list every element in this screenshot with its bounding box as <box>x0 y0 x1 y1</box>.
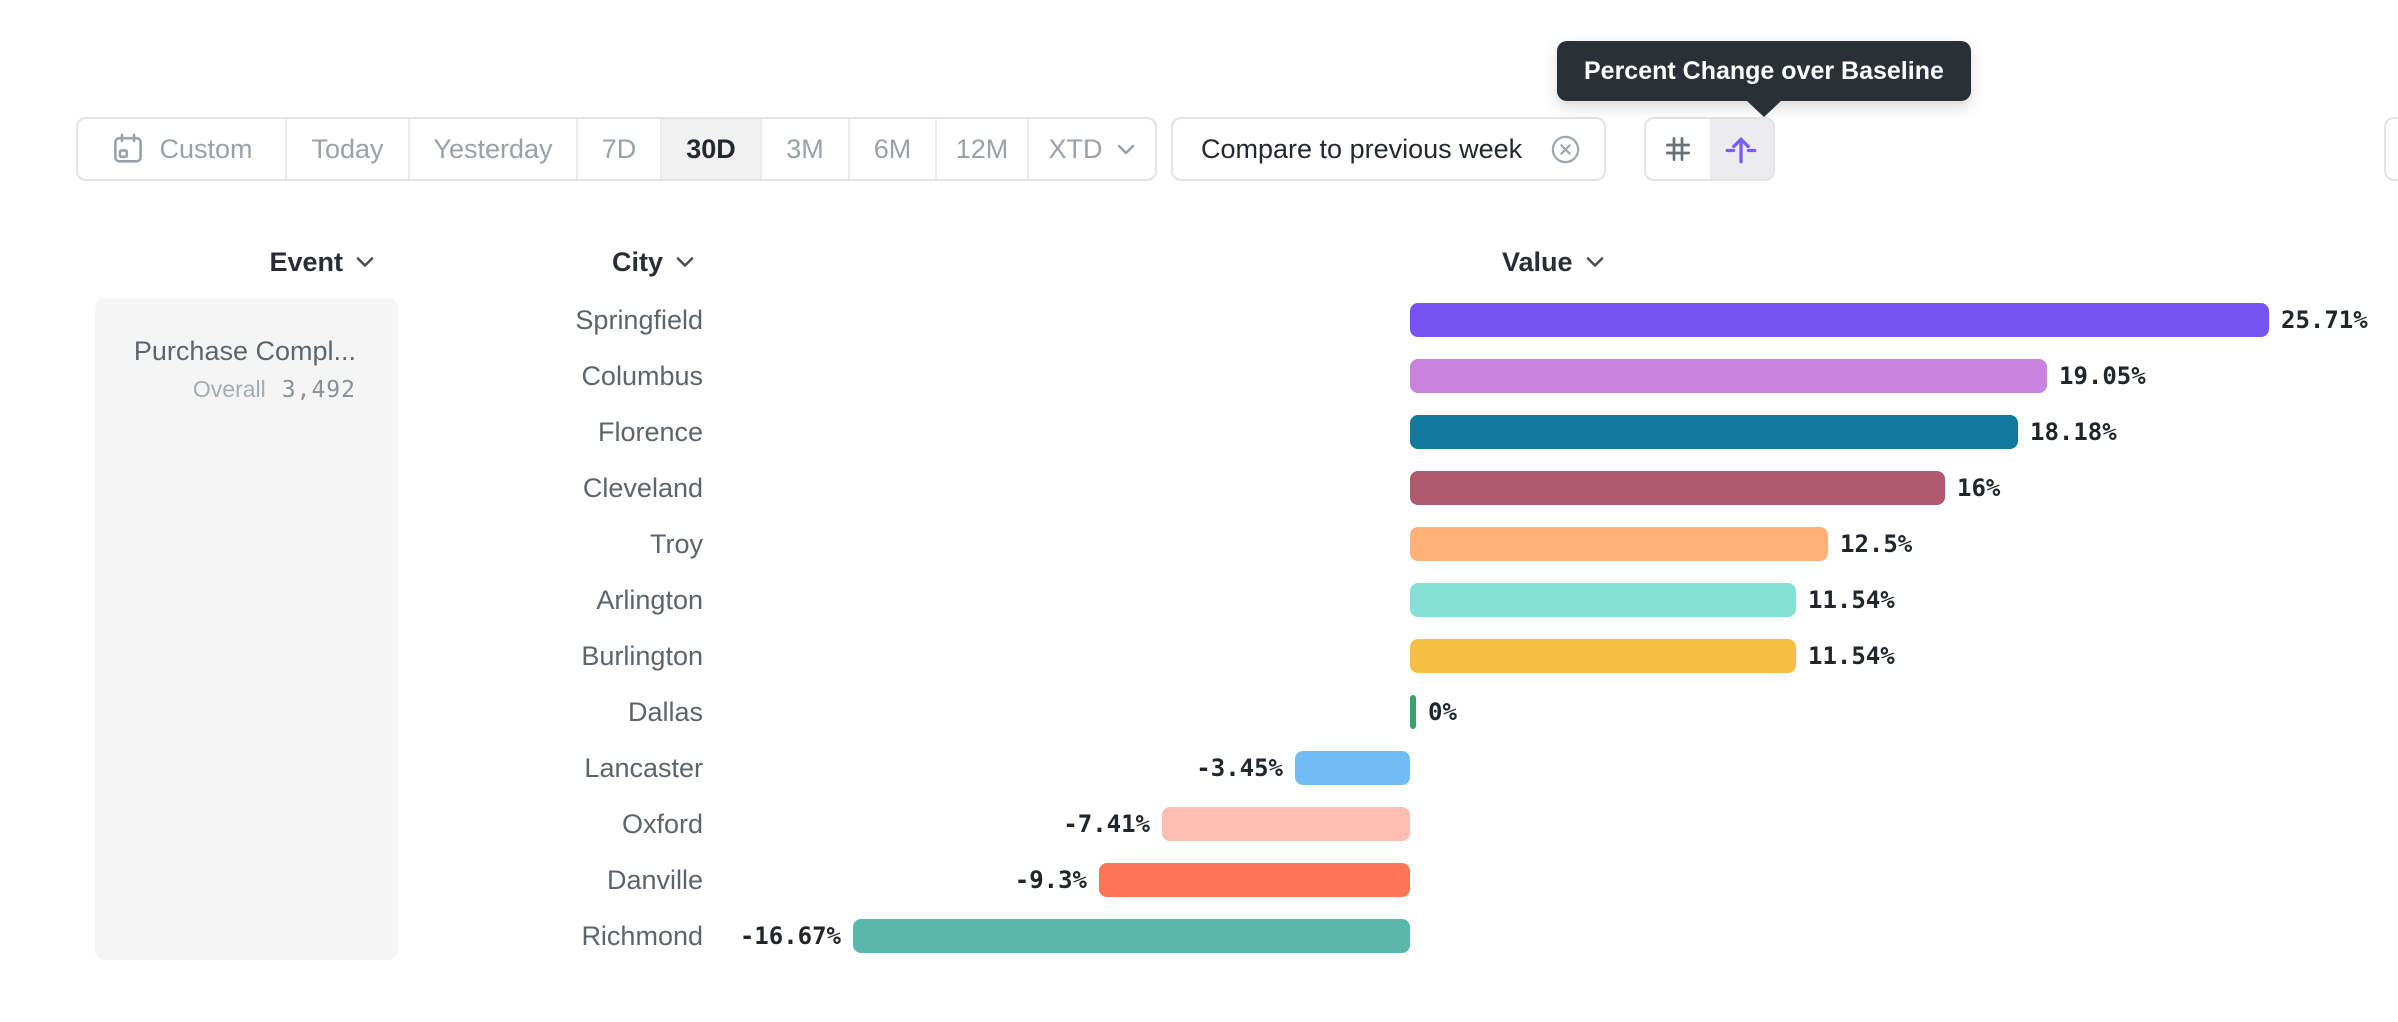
date-range-yesterday[interactable]: Yesterday <box>408 119 576 179</box>
bar-springfield[interactable] <box>1410 303 2269 337</box>
compare-chip-label: Compare to previous week <box>1201 133 1523 164</box>
column-header-label: Value <box>1502 246 1573 277</box>
date-range-3m[interactable]: 3M <box>760 119 848 179</box>
value-label: 0% <box>1428 698 1457 726</box>
date-range-label: XTD <box>1048 133 1103 164</box>
bar-oxford[interactable] <box>1162 807 1410 841</box>
date-range-custom[interactable]: Custom <box>78 119 285 179</box>
event-card-purchase-completed[interactable]: Purchase Compl... Overall 3,492 <box>95 298 398 960</box>
tooltip-text: Percent Change over Baseline <box>1584 56 1944 85</box>
city-label: Burlington <box>581 641 703 671</box>
bar-arlington[interactable] <box>1410 583 1796 617</box>
column-header-city[interactable]: City <box>450 240 695 284</box>
chart-view-toggle <box>1644 117 1775 181</box>
bar-dallas[interactable] <box>1410 695 1416 729</box>
column-header-event[interactable]: Event <box>95 240 375 284</box>
toggle-percent-change-baseline[interactable] <box>1709 119 1773 179</box>
bar-lancaster[interactable] <box>1295 751 1410 785</box>
column-header-label: City <box>611 246 663 277</box>
city-label: Lancaster <box>584 753 703 783</box>
chevron-down-icon <box>355 255 375 269</box>
value-label: -9.3% <box>1014 866 1087 894</box>
bar-burlington[interactable] <box>1410 639 1796 673</box>
value-label: 18.18% <box>2030 418 2117 446</box>
city-label: Florence <box>597 417 703 447</box>
value-label: -3.45% <box>1196 754 1283 782</box>
bar-florence[interactable] <box>1410 415 2018 449</box>
date-range-label: 6M <box>873 133 912 164</box>
column-header-label: Event <box>269 246 343 277</box>
date-range-label: 3M <box>786 133 824 164</box>
grid-icon <box>1662 133 1694 165</box>
tooltip-percent-change-over-baseline: Percent Change over Baseline <box>1557 41 1971 101</box>
date-range-label: 30D <box>686 133 736 164</box>
value-label: -7.41% <box>1063 810 1150 838</box>
chevron-down-icon <box>1585 255 1605 269</box>
city-label: Springfield <box>575 305 703 335</box>
value-label: 25.71% <box>2281 306 2368 334</box>
value-label: 19.05% <box>2059 362 2146 390</box>
event-name: Purchase Compl... <box>133 336 356 366</box>
baseline-arrow-icon <box>1723 131 1759 167</box>
date-range-12m[interactable]: 12M <box>935 119 1027 179</box>
bar-richmond[interactable] <box>853 919 1410 953</box>
calendar-icon <box>110 131 146 167</box>
bar-cleveland[interactable] <box>1410 471 1945 505</box>
value-label: -16.67% <box>739 922 841 950</box>
city-label: Dallas <box>627 697 703 727</box>
date-range-30d[interactable]: 30D <box>660 119 760 179</box>
compare-chip[interactable]: Compare to previous week <box>1171 117 1606 181</box>
date-range-picker: Custom Today Yesterday 7D 30D 3M 6M 12M … <box>76 117 1157 181</box>
circle-x-icon[interactable] <box>1549 133 1582 166</box>
date-range-label: Today <box>311 133 384 164</box>
value-label: 11.54% <box>1808 642 1895 670</box>
event-overall-row: Overall 3,492 <box>134 376 356 403</box>
column-header-value[interactable]: Value <box>1502 240 1605 284</box>
date-range-6m[interactable]: 6M <box>848 119 935 179</box>
value-label: 11.54% <box>1808 586 1895 614</box>
bar-columbus[interactable] <box>1410 359 2047 393</box>
chevron-down-icon <box>675 255 695 269</box>
bar-troy[interactable] <box>1410 527 1828 561</box>
chevron-down-icon <box>1116 142 1136 156</box>
date-range-label: 7D <box>601 133 637 164</box>
event-overall-label: Overall <box>192 376 266 402</box>
city-label: Richmond <box>581 921 703 951</box>
date-range-xtd[interactable]: XTD <box>1027 119 1155 179</box>
city-label: Oxford <box>621 809 703 839</box>
city-label: Cleveland <box>582 473 703 503</box>
city-label: Danville <box>606 865 703 895</box>
city-label: Arlington <box>596 585 703 615</box>
city-label: Columbus <box>581 361 703 391</box>
date-range-label: 12M <box>955 133 1009 164</box>
right-edge-button-partial[interactable] <box>2384 117 2398 181</box>
date-range-today[interactable]: Today <box>285 119 408 179</box>
value-label: 16% <box>1957 474 2001 502</box>
date-range-label: Custom <box>159 133 253 164</box>
toggle-grid-view[interactable] <box>1646 119 1710 179</box>
date-range-label: Yesterday <box>433 133 553 164</box>
city-label: Troy <box>650 529 703 559</box>
value-label: 12.5% <box>1840 530 1913 558</box>
date-range-7d[interactable]: 7D <box>576 119 660 179</box>
bar-danville[interactable] <box>1099 863 1410 897</box>
event-overall-value: 3,492 <box>281 377 356 403</box>
